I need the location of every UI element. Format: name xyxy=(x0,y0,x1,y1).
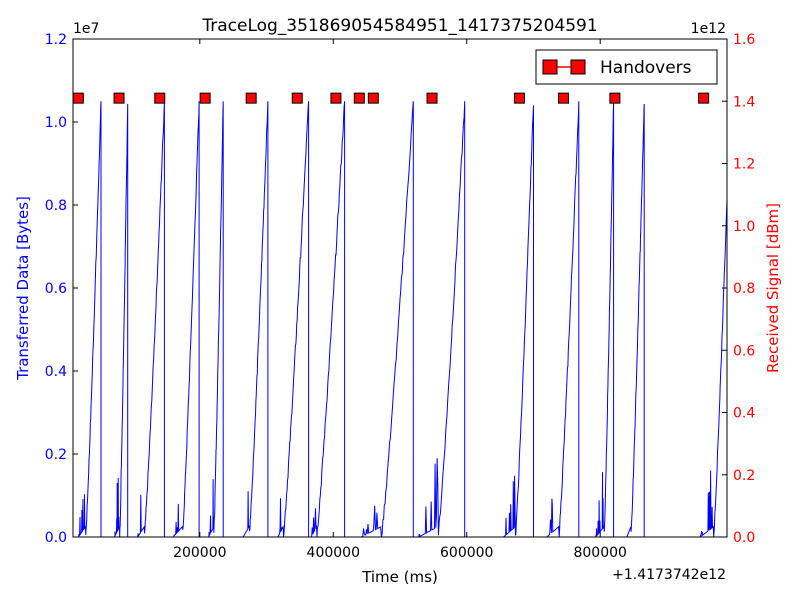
y-right-tick-label: 0.8 xyxy=(733,281,755,297)
y-left-tick-label: 0.8 xyxy=(45,198,67,214)
transfer-segment-line xyxy=(626,103,645,538)
transfer-segment-line xyxy=(113,103,129,538)
x-tick-label: 200000 xyxy=(173,545,226,561)
handover-marker xyxy=(245,92,257,104)
left-exponent-label: 1e7 xyxy=(73,21,99,37)
transfer-segment-line xyxy=(546,101,580,538)
left-y-axis-ticks: 0.0 0.2 0.4 0.6 0.8 1.0 1.2 xyxy=(45,32,78,546)
handover-marker xyxy=(72,92,84,104)
chart-title: TraceLog_351869054584951_1417375204591 xyxy=(201,16,597,36)
transfer-segment-line xyxy=(361,101,414,538)
y-left-tick-label: 0.6 xyxy=(45,281,67,297)
transfer-segment-line xyxy=(208,101,224,538)
plot-data-layer xyxy=(72,92,728,538)
handover-marker xyxy=(154,92,166,104)
handover-marker xyxy=(113,92,125,104)
transfer-segment-line xyxy=(503,105,534,538)
transfer-segment-line xyxy=(418,101,466,538)
y-right-tick-label: 0.0 xyxy=(733,530,755,546)
handover-marker xyxy=(291,92,303,104)
x-tick-label: 600000 xyxy=(440,545,493,561)
y-left-tick-label: 0.4 xyxy=(45,364,67,380)
handover-marker xyxy=(698,92,710,104)
right-exponent-label: 1e12 xyxy=(691,21,726,37)
handover-marker xyxy=(609,92,621,104)
y-left-tick-label: 1.2 xyxy=(45,32,67,48)
handover-marker xyxy=(558,92,569,104)
right-y-axis-label: Received Signal [dBm] xyxy=(764,203,782,373)
y-left-tick-label: 0.0 xyxy=(45,530,67,546)
x-tick-label: 800000 xyxy=(573,545,626,561)
transfer-segment-line xyxy=(310,101,346,538)
handover-marker xyxy=(426,92,438,104)
transfer-segment-line xyxy=(277,101,310,538)
right-y-axis-ticks: 0.0 0.2 0.4 0.6 0.8 1.0 1.2 1.4 1.6 xyxy=(722,32,755,546)
handover-marker xyxy=(353,92,365,104)
y-left-tick-label: 0.2 xyxy=(45,447,67,463)
y-left-tick-label: 1.0 xyxy=(45,115,67,131)
legend-marker-right xyxy=(570,59,586,75)
x-tick-label: 400000 xyxy=(307,545,360,561)
handover-marker xyxy=(513,92,525,104)
plot-frame xyxy=(72,38,728,538)
transfer-segment-line xyxy=(77,101,102,538)
y-right-tick-label: 0.4 xyxy=(733,406,755,422)
y-right-tick-label: 0.6 xyxy=(733,343,755,359)
legend-marker-left xyxy=(542,59,558,75)
left-y-axis-label: Transferred Data [Bytes] xyxy=(14,196,32,381)
y-right-tick-label: 1.6 xyxy=(733,32,755,48)
legend: Handovers xyxy=(535,49,718,85)
y-right-tick-label: 1.4 xyxy=(733,94,755,110)
handover-marker xyxy=(367,92,379,104)
x-offset-label: +1.4173742e12 xyxy=(612,567,726,583)
handover-marker xyxy=(199,92,211,104)
transfer-segment-line xyxy=(172,101,200,538)
y-right-tick-label: 0.2 xyxy=(733,468,755,484)
x-axis-ticks: 200000 400000 600000 800000 xyxy=(173,39,627,561)
y-right-tick-label: 1.0 xyxy=(733,219,755,235)
x-axis-label: Time (ms) xyxy=(361,568,438,586)
transfer-segment-line xyxy=(595,101,615,538)
transfer-segment-line xyxy=(137,103,165,538)
transfer-segment-line xyxy=(699,198,728,538)
handover-marker xyxy=(330,92,342,104)
y-right-tick-label: 1.2 xyxy=(733,157,755,173)
transfer-segment-line xyxy=(242,101,269,538)
legend-label: Handovers xyxy=(600,58,692,78)
